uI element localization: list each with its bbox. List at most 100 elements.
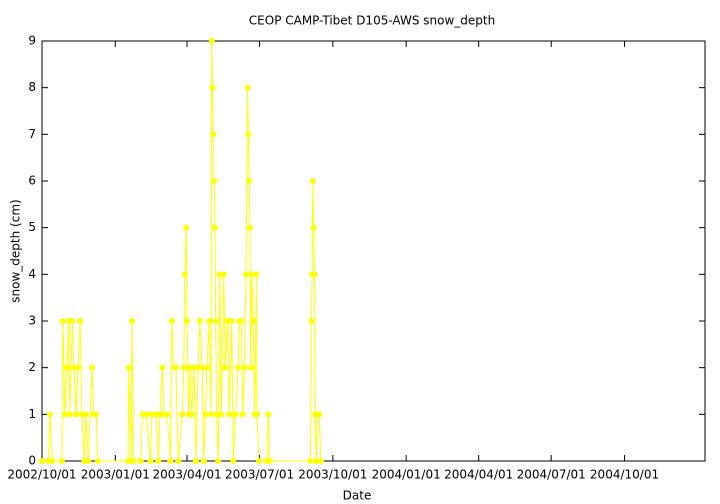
chart-title: CEOP CAMP-Tibet D105-AWS snow_depth (249, 14, 495, 28)
data-point (211, 224, 218, 231)
data-point (192, 458, 199, 464)
data-point (226, 411, 233, 418)
data-point (130, 458, 137, 464)
data-point (241, 364, 248, 371)
data-point (167, 458, 174, 464)
data-point (188, 411, 195, 418)
y-tick-label: 2 (28, 360, 36, 374)
x-tick-label: 2002/10/01 (7, 468, 76, 482)
data-point (317, 458, 324, 464)
x-tick-label: 2003/10/01 (298, 468, 367, 482)
data-point (244, 84, 251, 91)
data-point (238, 318, 245, 324)
data-point (310, 224, 317, 231)
data-point (59, 318, 66, 324)
data-point (199, 364, 206, 371)
data-point (73, 411, 80, 418)
y-tick-label: 5 (28, 220, 36, 234)
x-tick-label: 2003/01/01 (81, 468, 150, 482)
y-tick-label: 3 (28, 314, 36, 328)
data-point (218, 411, 225, 418)
data-point (209, 84, 216, 91)
data-point (49, 458, 56, 464)
data-point (250, 318, 257, 324)
data-point (93, 411, 100, 418)
data-point (175, 458, 182, 464)
data-point (230, 458, 237, 464)
x-tick-label: 2004/07/01 (517, 468, 586, 482)
data-point (246, 178, 253, 184)
data-point (183, 224, 190, 231)
data-point (147, 458, 154, 464)
data-point (313, 458, 320, 464)
data-point (211, 178, 218, 184)
x-tick-label: 2004/01/01 (372, 468, 441, 482)
data-point (159, 364, 166, 371)
data-point (155, 458, 162, 464)
data-point (215, 458, 222, 464)
data-point (125, 364, 132, 371)
data-point (206, 318, 213, 324)
data-point (247, 364, 254, 371)
data-point (129, 318, 136, 324)
data-point (184, 318, 191, 324)
data-point (208, 38, 215, 44)
data-point (212, 318, 219, 324)
y-axis-label: snow_depth (cm) (9, 199, 23, 302)
x-tick-label: 2003/04/01 (152, 468, 221, 482)
data-point (246, 224, 253, 231)
data-point (200, 458, 207, 464)
data-point (203, 364, 210, 371)
data-point (143, 411, 150, 418)
data-point (89, 364, 96, 371)
y-tick-label: 0 (28, 454, 36, 468)
data-point (307, 458, 314, 464)
data-point (69, 318, 76, 324)
data-point (266, 458, 273, 464)
y-tick-label: 8 (28, 80, 36, 94)
y-tick-label: 9 (28, 34, 36, 48)
data-point (222, 364, 229, 371)
y-tick-label: 1 (28, 407, 36, 421)
x-axis-label: Date (343, 489, 372, 503)
data-point (228, 318, 235, 324)
y-tick-label: 4 (28, 267, 36, 281)
data-point (82, 411, 89, 418)
data-point (46, 411, 53, 418)
data-point (39, 458, 45, 464)
data-point (77, 318, 84, 324)
data-point (265, 411, 272, 418)
data-point (309, 178, 316, 184)
data-point (316, 411, 323, 418)
data-point (172, 364, 179, 371)
data-point (58, 458, 65, 464)
data-point (85, 458, 92, 464)
data-point (254, 411, 261, 418)
x-tick-label: 2004/04/01 (444, 468, 513, 482)
data-point (196, 318, 203, 324)
data-point (62, 411, 69, 418)
data-point (63, 364, 70, 371)
data-point (245, 131, 252, 138)
data-point (210, 131, 217, 138)
data-point (235, 364, 242, 371)
x-tick-label: 2003/07/01 (225, 468, 294, 482)
data-point (74, 364, 81, 371)
data-point (66, 411, 73, 418)
data-point (232, 411, 239, 418)
data-point (248, 271, 255, 278)
data-point (207, 411, 214, 418)
data-point (94, 458, 101, 464)
data-point (239, 411, 246, 418)
data-point (311, 271, 318, 278)
data-point (168, 318, 175, 324)
data-point (255, 458, 262, 464)
data-line (42, 40, 322, 462)
y-tick-label: 7 (28, 127, 36, 141)
data-point (137, 458, 144, 464)
plot-frame (41, 40, 706, 462)
x-tick-label: 2004/10/01 (590, 468, 659, 482)
data-point (181, 271, 188, 278)
data-point (220, 271, 227, 278)
